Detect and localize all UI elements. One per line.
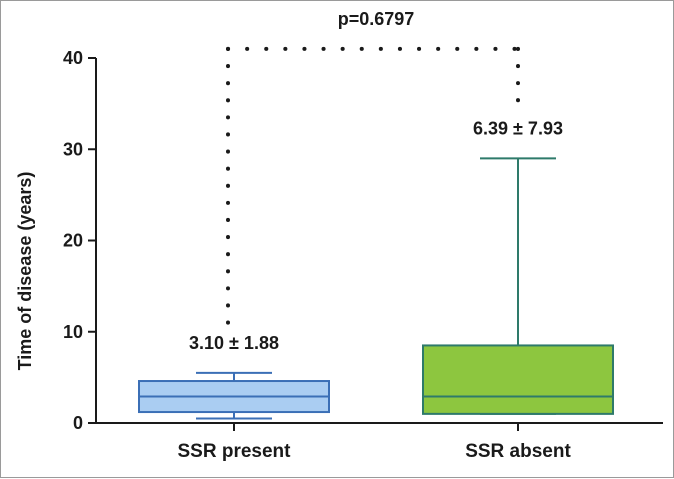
box-1: 3.10 ± 1.88 [138, 333, 330, 420]
y-tick-label: 20 [63, 231, 83, 251]
x-tick-label: SSR absent [465, 441, 571, 462]
y-axis: 0 10 20 30 40 [63, 48, 97, 433]
y-tick-label: 10 [63, 322, 83, 342]
y-tick-label: 0 [73, 413, 83, 433]
x-tick-label: SSR present [178, 441, 292, 462]
p-value-label: p=0.6797 [338, 9, 415, 29]
y-axis-title: Time of disease (years) [15, 172, 35, 371]
box-2: 6.39 ± 7.93 [422, 118, 614, 415]
box-series: 3.10 ± 1.88 6.39 ± 7.93 [138, 118, 614, 420]
mean-sd-label: 3.10 ± 1.88 [189, 333, 279, 353]
significance-bracket: p=0.6797 [226, 9, 520, 325]
interquartile-box [422, 344, 614, 415]
y-tick-label: 30 [63, 139, 83, 159]
x-axis: SSR present SSR absent [96, 422, 663, 462]
y-tick-label: 40 [63, 48, 83, 68]
mean-sd-label: 6.39 ± 7.93 [473, 118, 563, 138]
